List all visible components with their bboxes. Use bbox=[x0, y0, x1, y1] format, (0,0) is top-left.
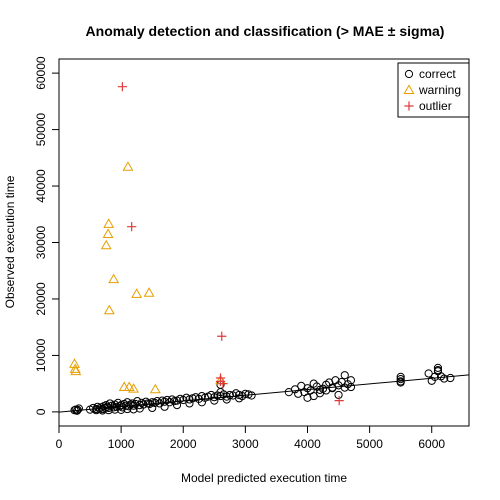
legend-box bbox=[397, 62, 470, 118]
correct-point bbox=[137, 398, 146, 407]
series-outlier bbox=[117, 82, 344, 406]
correct-point bbox=[235, 394, 244, 403]
outlier-point bbox=[218, 379, 228, 389]
correct-point bbox=[396, 372, 405, 381]
warning-point bbox=[103, 304, 115, 315]
correct-point bbox=[135, 401, 144, 410]
correct-point bbox=[424, 369, 433, 378]
outlier-point bbox=[127, 222, 137, 232]
correct-point bbox=[185, 399, 194, 408]
x-tick-label: 6000 bbox=[418, 437, 445, 451]
y-tick-label: 60000 bbox=[34, 56, 48, 90]
warning-point bbox=[103, 218, 115, 228]
x-tick-label: 3000 bbox=[232, 437, 259, 451]
correct-point bbox=[433, 366, 443, 375]
legend-outlier-marker bbox=[404, 101, 414, 111]
correct-point bbox=[135, 404, 144, 413]
correct-point bbox=[294, 389, 303, 398]
correct-point bbox=[165, 398, 174, 407]
y-axis-title: Observed execution time bbox=[3, 175, 17, 308]
legend-warning-label: warning bbox=[418, 83, 461, 97]
legend-correct-marker bbox=[404, 69, 414, 79]
warning-point bbox=[70, 365, 82, 376]
warning-point bbox=[108, 273, 120, 284]
correct-point bbox=[160, 397, 169, 406]
correct-point bbox=[172, 401, 182, 410]
correct-point bbox=[133, 397, 142, 406]
correct-point bbox=[102, 401, 111, 410]
correct-point bbox=[117, 405, 126, 415]
x-tick-label: 0 bbox=[56, 437, 63, 451]
series-warning bbox=[69, 161, 226, 394]
correct-point bbox=[340, 383, 349, 392]
correct-point bbox=[150, 398, 159, 407]
data-points bbox=[69, 82, 455, 415]
correct-point bbox=[74, 404, 83, 413]
warning-point bbox=[69, 363, 81, 373]
correct-point bbox=[145, 399, 154, 409]
plot-area bbox=[58, 58, 470, 427]
outlier-point bbox=[334, 395, 344, 406]
correct-point bbox=[129, 405, 138, 414]
axes: 0 1000 2000 3000 4000 5000 6000010000200003000… bbox=[34, 56, 445, 451]
correct-point bbox=[241, 389, 250, 398]
correct-point bbox=[303, 393, 312, 402]
legend-outlier-label: outlier bbox=[419, 99, 452, 113]
correct-point bbox=[73, 405, 82, 415]
x-tick-label: 2000 bbox=[170, 437, 197, 451]
correct-point bbox=[222, 395, 231, 404]
correct-point bbox=[433, 363, 443, 372]
correct-point bbox=[72, 406, 82, 415]
warning-point bbox=[149, 383, 161, 394]
correct-point bbox=[247, 391, 256, 400]
correct-point bbox=[167, 395, 177, 404]
x-tick-label: 1000 bbox=[108, 437, 135, 451]
x-tick-label: 4000 bbox=[294, 437, 321, 451]
warning-point bbox=[122, 161, 134, 171]
series-correct bbox=[70, 363, 455, 415]
correct-point bbox=[123, 404, 132, 414]
legend: correct warning outlier bbox=[397, 62, 470, 118]
chart-title: Anomaly detection and classification (> … bbox=[86, 23, 445, 39]
warning-point bbox=[128, 383, 140, 393]
warning-point bbox=[100, 239, 112, 250]
warning-point bbox=[131, 288, 143, 298]
y-tick-label: 10000 bbox=[34, 338, 48, 372]
correct-point bbox=[197, 398, 206, 407]
correct-point bbox=[446, 373, 455, 383]
correct-point bbox=[160, 402, 169, 411]
outlier-point bbox=[217, 331, 227, 341]
warning-point bbox=[118, 381, 130, 391]
correct-point bbox=[346, 382, 356, 392]
legend-warning-marker bbox=[403, 84, 415, 94]
correct-point bbox=[92, 406, 101, 415]
x-tick-label: 5000 bbox=[356, 437, 383, 451]
correct-point bbox=[148, 403, 157, 413]
correct-point bbox=[334, 390, 343, 400]
y-tick-label: 50000 bbox=[34, 113, 48, 147]
warning-point bbox=[143, 287, 155, 297]
correct-point bbox=[328, 384, 337, 393]
y-tick-label: 40000 bbox=[34, 169, 48, 203]
legend-correct-label: correct bbox=[419, 67, 456, 81]
correct-point bbox=[98, 406, 107, 415]
correct-point bbox=[440, 374, 449, 383]
correct-point bbox=[210, 396, 219, 405]
y-tick-label: 20000 bbox=[34, 282, 48, 316]
correct-point bbox=[128, 399, 137, 408]
correct-point bbox=[396, 378, 405, 387]
correct-point bbox=[110, 405, 120, 414]
correct-point bbox=[396, 375, 405, 384]
x-axis-title: Model predicted execution time bbox=[181, 471, 347, 485]
warning-point bbox=[102, 228, 114, 238]
correct-point bbox=[340, 371, 349, 380]
outlier-point bbox=[117, 82, 127, 92]
correct-point bbox=[104, 406, 113, 415]
y-tick-label: 30000 bbox=[34, 225, 48, 259]
y-tick-label: 0 bbox=[34, 408, 48, 415]
warning-point bbox=[69, 358, 80, 368]
